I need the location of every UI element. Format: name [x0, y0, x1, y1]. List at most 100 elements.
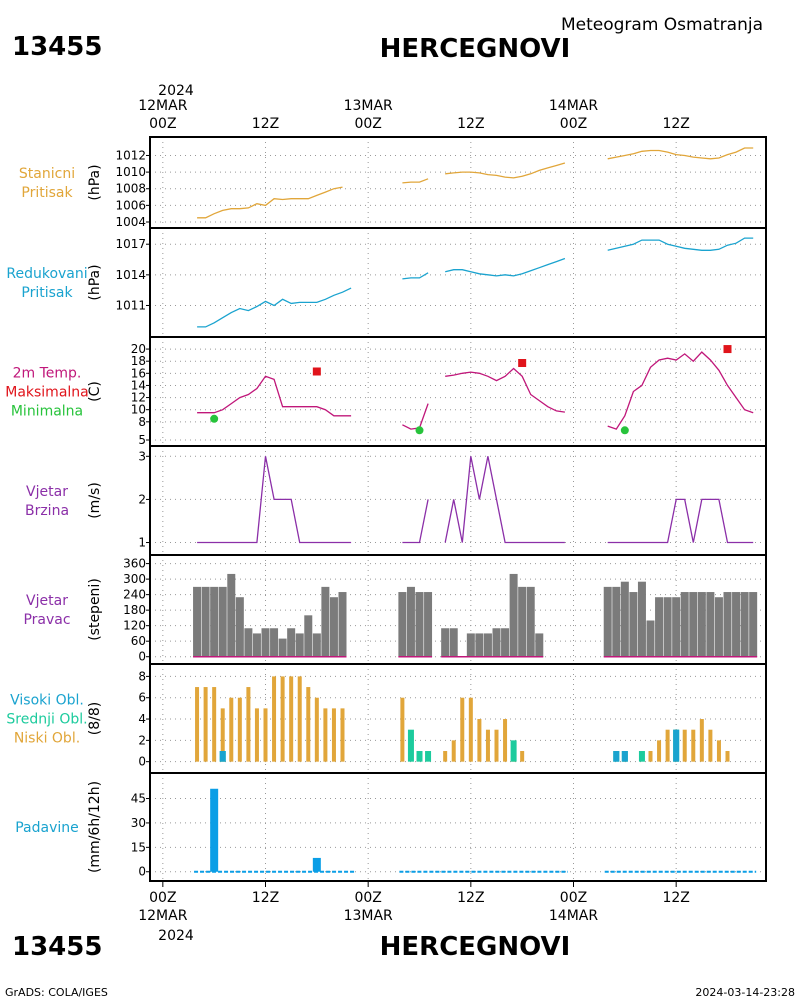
cloud-low-bar — [331, 708, 336, 762]
cloud-low-bar — [263, 708, 268, 762]
panel-wind_speed: 1 2 3 (m/s) Vjetar Brzina — [25, 445, 767, 556]
panel-label: Visoki Obl. — [10, 693, 84, 709]
cloud-low-bar — [237, 697, 242, 762]
panel-label: Pritisak — [21, 185, 73, 201]
cloud-low-bar — [306, 687, 311, 762]
data-bar — [620, 581, 629, 657]
cloud-low-bar — [297, 676, 302, 762]
cloud-high-bar — [673, 729, 680, 762]
data-bar — [218, 586, 227, 657]
cloud-low-bar — [708, 729, 713, 762]
station-id-top: 13455 — [12, 32, 102, 62]
series-line — [607, 147, 754, 160]
cloud-low-bar — [314, 697, 319, 762]
cloud-low-bar — [280, 676, 285, 762]
cloud-low-bar — [691, 729, 696, 762]
data-bar — [193, 586, 202, 657]
data-bar — [441, 628, 450, 657]
cloud-low-bar — [468, 697, 473, 762]
panel-stn_press: 1004 1006 1008 1010 1012 (hPa) Stanicni Pritisa… — [19, 136, 767, 229]
time-axis-top: 12MAR 00Z 12Z 13MAR 00Z 12Z 14MAR 00Z 12Z — [138, 98, 690, 132]
data-bar — [466, 633, 475, 657]
panel-label: Srednji Obl. — [6, 712, 87, 728]
y-tick-label: 14 — [131, 378, 146, 392]
time-hour-label: 12Z — [252, 116, 279, 132]
cloud-low-bar — [503, 719, 508, 762]
y-tick-label: 1008 — [115, 182, 146, 196]
data-bar — [321, 586, 330, 657]
unit-label: (hPa) — [87, 164, 103, 200]
station-name-top: HERCEGNOVI — [380, 34, 571, 64]
cloud-low-bar — [699, 719, 704, 762]
data-bar — [723, 592, 732, 657]
data-bar — [706, 592, 715, 657]
data-bar — [398, 592, 407, 657]
max-temp-marker — [312, 367, 321, 376]
time-hour-label: 00Z — [149, 890, 176, 906]
time-hour-label: 00Z — [560, 890, 587, 906]
data-bar — [526, 586, 535, 657]
y-tick-label: 1 — [138, 536, 146, 550]
year-label-top: 2024 — [158, 83, 194, 99]
y-tick-label: 360 — [123, 557, 146, 571]
series-line — [197, 456, 352, 544]
data-bar — [492, 628, 501, 657]
series-line — [402, 178, 429, 184]
panel-label: Stanicni — [19, 166, 75, 182]
y-tick-label: 8 — [138, 415, 146, 429]
data-bar — [732, 592, 741, 657]
cloud-low-bar — [657, 740, 662, 762]
data-bar — [449, 628, 458, 657]
panel-clouds: 0 2 4 6 8 (8/8)Visoki Obl. Srednji Obl. Niski O… — [6, 663, 767, 774]
data-bar — [210, 586, 219, 657]
data-bar — [227, 573, 236, 657]
series-line — [445, 162, 566, 179]
max-temp-marker — [723, 345, 732, 354]
y-tick-label: 0 — [138, 755, 146, 769]
y-tick-label: 1014 — [115, 268, 146, 282]
y-tick-label: 6 — [138, 691, 146, 705]
data-bar — [501, 628, 510, 657]
time-day-label: 12MAR — [138, 98, 187, 114]
cloud-low-bar — [485, 729, 490, 762]
time-hour-label: 00Z — [149, 116, 176, 132]
y-tick-label: 2 — [138, 492, 146, 506]
data-bar — [261, 628, 270, 657]
y-tick-label: 15 — [131, 840, 146, 854]
cloud-low-bar — [494, 729, 499, 762]
series-line — [444, 456, 565, 544]
cloud-low-bar — [665, 729, 670, 762]
panel-red_press: 1011 1014 1017 (hPa)Redukovani Pritisak — [6, 227, 767, 338]
data-bar — [518, 586, 527, 657]
footer-timestamp: 2024-03-14-23:28 — [695, 986, 795, 999]
cloud-low-bar — [725, 751, 730, 762]
cloud-mid-bar — [416, 751, 423, 762]
data-bar — [483, 633, 492, 657]
data-bar — [689, 592, 698, 657]
data-bar — [672, 597, 681, 657]
series-line — [197, 186, 343, 219]
cloud-high-bar — [621, 751, 628, 762]
panel-label: Brzina — [25, 503, 69, 519]
data-bar — [406, 586, 415, 657]
panel-label: Vjetar — [26, 484, 68, 500]
cloud-low-bar — [195, 687, 200, 762]
data-bar — [312, 633, 321, 657]
y-tick-label: 1010 — [115, 165, 146, 179]
data-bar — [629, 592, 638, 657]
cloud-low-bar — [272, 676, 277, 762]
data-bar — [749, 592, 758, 657]
time-hour-label: 12Z — [252, 890, 279, 906]
cloud-low-bar — [212, 687, 217, 762]
panel-label: Maksimalna — [5, 385, 89, 401]
time-hour-label: 12Z — [662, 890, 689, 906]
station-name-bottom: HERCEGNOVI — [380, 932, 571, 962]
time-hour-label: 00Z — [560, 116, 587, 132]
panel-frame — [149, 336, 767, 447]
unit-label: (m/s) — [87, 482, 103, 519]
y-tick-label: 0 — [138, 650, 146, 664]
cloud-low-bar — [520, 751, 525, 762]
data-bar — [646, 620, 655, 657]
cloud-low-bar — [229, 697, 234, 762]
